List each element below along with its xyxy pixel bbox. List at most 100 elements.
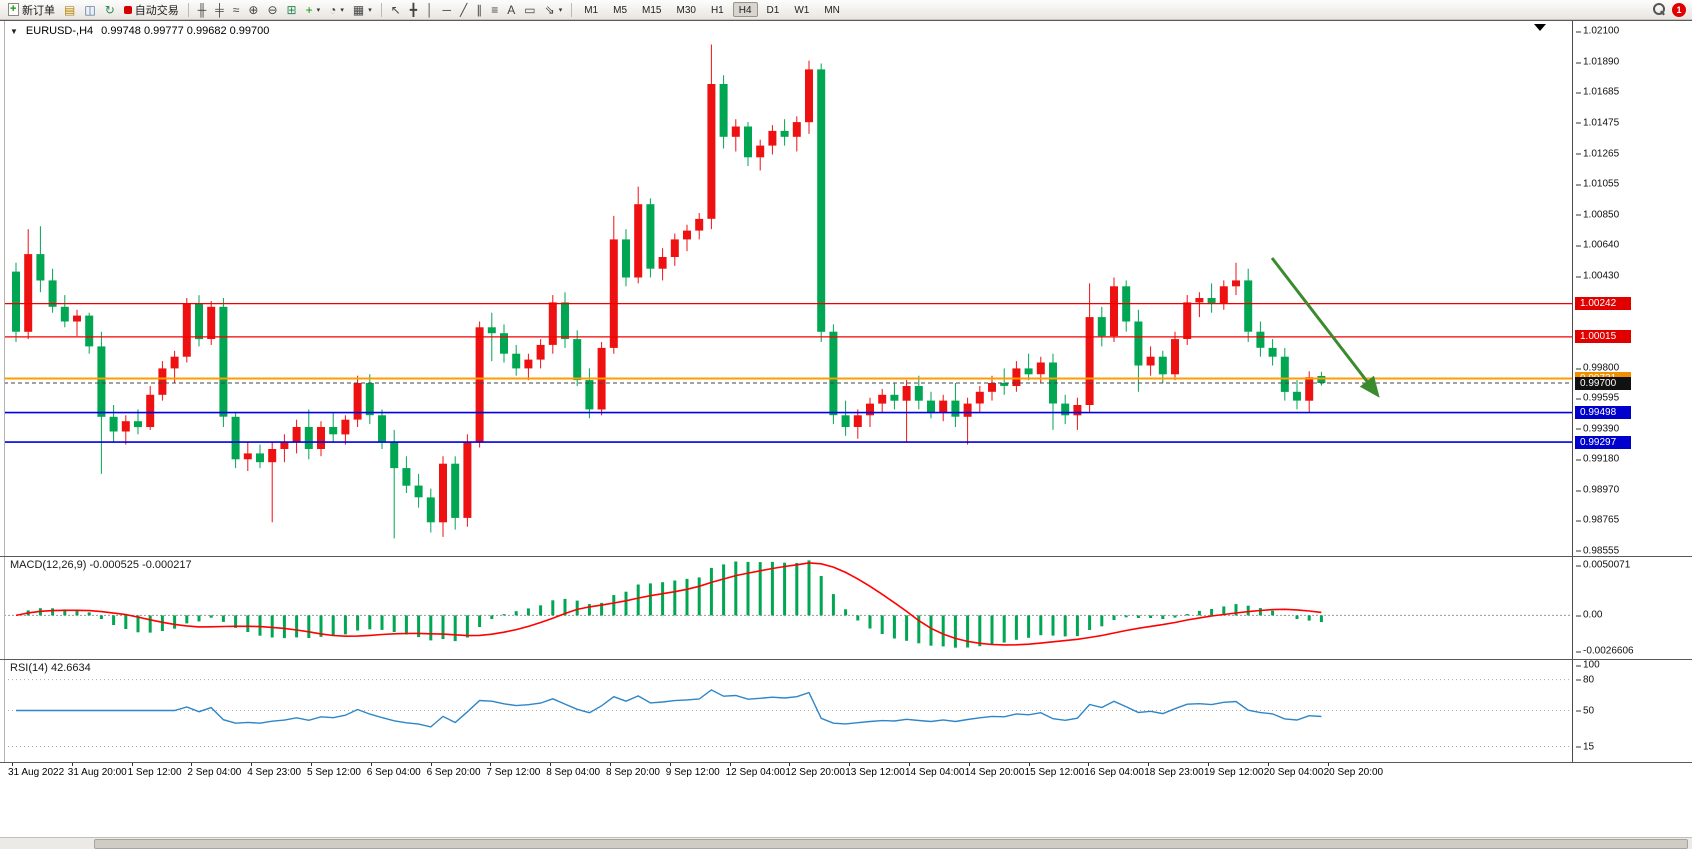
timeframe-w1-button[interactable]: W1 [794, 5, 810, 16]
rsi-label: RSI(14) 42.6634 [10, 662, 91, 674]
scrollbar-thumb[interactable] [94, 839, 1688, 849]
channel-icon: ∥ [476, 2, 483, 17]
pane-separator[interactable] [0, 659, 1692, 660]
chart-dropdown-arrow[interactable]: ▼ [10, 26, 18, 36]
time-tick [311, 762, 312, 766]
price-axis-label: 1.01685 [1576, 87, 1619, 98]
time-axis-label: 13 Sep 12:00 [845, 767, 905, 778]
timeframe-m30-button[interactable]: M30 [676, 5, 696, 16]
price-badge-0.99297: 0.99297 [1575, 435, 1631, 449]
time-axis[interactable]: 31 Aug 2022 31 Aug 20:00 1 Sep 12:00 2 Sep … [4, 762, 1692, 782]
time-tick [490, 762, 492, 766]
macd-pane[interactable]: MACD(12,26,9) -0.000525 -0.000217 [4, 556, 1572, 659]
rsi-axis-label: 50 [1576, 705, 1594, 716]
timeframe-m1-button[interactable]: M1 [584, 5, 599, 16]
timeframe-m15-button[interactable]: M15 [642, 5, 662, 16]
time-axis-label: 15 Sep 12:00 [1024, 767, 1085, 778]
text-label-button[interactable]: ▭ [520, 1, 539, 18]
time-axis-label: 14 Sep 20:00 [964, 767, 1025, 778]
time-tick [430, 762, 432, 766]
profiles-icon: ◫ [84, 2, 96, 17]
macd-label: MACD(12,26,9) -0.000525 -0.000217 [10, 559, 192, 571]
candlestick-icon: ╪ [215, 2, 224, 17]
trendline-icon: ╱ [460, 2, 468, 17]
template-icon: ▦ [352, 2, 365, 17]
time-tick [1028, 762, 1030, 766]
new-chart-button[interactable]: ▤ [60, 1, 79, 18]
timeframe-mn-button[interactable]: MN [824, 5, 840, 16]
rsi-chart [4, 679, 1572, 747]
text-icon: A [507, 2, 516, 17]
tile-windows-button[interactable]: ⊞ [283, 1, 301, 18]
time-tick [669, 762, 671, 766]
new-order-icon [8, 3, 19, 16]
auto-trading-button[interactable]: 自动交易 [120, 1, 183, 18]
pane-separator [0, 20, 1692, 21]
indicators-plus-icon: + [305, 2, 313, 17]
symbol-timeframe-label: EURUSD-,H4 [25, 25, 94, 37]
time-axis-label: 8 Sep 04:00 [546, 767, 601, 778]
crosshair-icon: ╋ [409, 2, 418, 17]
timeframe-d1-button[interactable]: D1 [766, 5, 780, 16]
chart-window: ▼ EURUSD-,H4 0.99748 0.99777 0.99682 0.9… [4, 21, 1692, 762]
price-axis-label: 1.00850 [1576, 209, 1619, 220]
price-axis[interactable]: 1.002421.000150.997310.997000.994980.992… [1574, 21, 1692, 762]
pane-separator[interactable] [0, 556, 1692, 557]
refresh-button[interactable]: ↻ [101, 1, 119, 18]
macd-axis-label: -0.0026606 [1576, 646, 1634, 657]
candlestick-chart-button[interactable]: ╪ [211, 1, 228, 18]
arrow-objects-icon: ⇘ [544, 2, 555, 17]
macd-signal-line [15, 562, 1322, 646]
price-badge-1.00242: 1.00242 [1575, 297, 1631, 311]
main-chart-pane[interactable]: ▼ EURUSD-,H4 0.99748 0.99777 0.99682 0.9… [4, 21, 1572, 556]
rsi-pane[interactable]: RSI(14) 42.6634 [4, 659, 1572, 762]
new-order-button[interactable]: 新订单 [4, 1, 59, 18]
price-axis-label: 1.01890 [1576, 57, 1619, 68]
time-axis-label: 12 Sep 04:00 [725, 767, 786, 778]
chart-left-edge [4, 21, 5, 762]
chart-title: ▼ EURUSD-,H4 0.99748 0.99777 0.99682 0.9… [10, 25, 269, 37]
line-chart-button[interactable]: ≈ [229, 1, 244, 18]
time-axis-label: 16 Sep 04:00 [1084, 767, 1144, 778]
text-button[interactable]: A [503, 1, 519, 18]
time-axis-label: 1 Sep 12:00 [127, 767, 182, 778]
bar-chart-button[interactable]: ╫ [194, 1, 211, 18]
time-axis-label: 19 Sep 12:00 [1204, 767, 1264, 778]
arrows-button[interactable]: ⇘ ▾ [541, 1, 567, 18]
cursor-button[interactable]: ↖ [387, 1, 405, 18]
time-axis-label: 8 Sep 20:00 [606, 767, 660, 778]
channel-button[interactable]: ∥ [472, 1, 486, 18]
zoom-out-button[interactable]: ⊖ [263, 1, 281, 18]
time-axis-label: 2 Sep 04:00 [187, 767, 242, 778]
time-tick [909, 762, 910, 766]
clock-icon: ◔ [329, 2, 337, 17]
horizontal-line-button[interactable]: ─ [439, 1, 456, 18]
time-axis-label: 6 Sep 04:00 [366, 767, 421, 778]
chart-shift-marker[interactable] [1534, 24, 1546, 31]
price-badge-0.99498: 0.99498 [1575, 406, 1631, 420]
trend-arrow-annotation[interactable] [1270, 257, 1380, 398]
time-tick [1327, 762, 1329, 766]
rsi-axis-label: 80 [1576, 674, 1594, 685]
price-axis-label: 1.01265 [1576, 148, 1619, 159]
trendline-button[interactable]: ╱ [456, 1, 471, 18]
templates-button[interactable]: ▦ ▾ [349, 1, 376, 18]
timeframe-h4-button[interactable]: H4 [732, 2, 758, 17]
crosshair-button[interactable]: ╋ [406, 1, 421, 18]
vertical-line-button[interactable]: │ [422, 1, 438, 18]
new-chart-icon: ▤ [64, 2, 76, 17]
profiles-button[interactable]: ◫ [80, 1, 99, 18]
time-tick [251, 762, 253, 766]
zoom-in-button[interactable]: ⊕ [244, 1, 262, 18]
time-axis-label: 20 Sep 04:00 [1263, 767, 1324, 778]
fibonacci-button[interactable]: ≡ [487, 1, 502, 18]
rsi-line [16, 689, 1322, 728]
notification-badge[interactable]: 1 [1672, 2, 1686, 17]
periods-button[interactable]: ◔ ▾ [325, 1, 348, 18]
timeframe-h1-button[interactable]: H1 [710, 5, 724, 16]
auto-trading-icon [123, 5, 132, 14]
horizontal-scrollbar[interactable] [0, 837, 1692, 849]
search-icon[interactable] [1653, 3, 1666, 16]
timeframe-m5-button[interactable]: M5 [613, 5, 628, 16]
indicators-button[interactable]: + ▾ [302, 1, 325, 18]
